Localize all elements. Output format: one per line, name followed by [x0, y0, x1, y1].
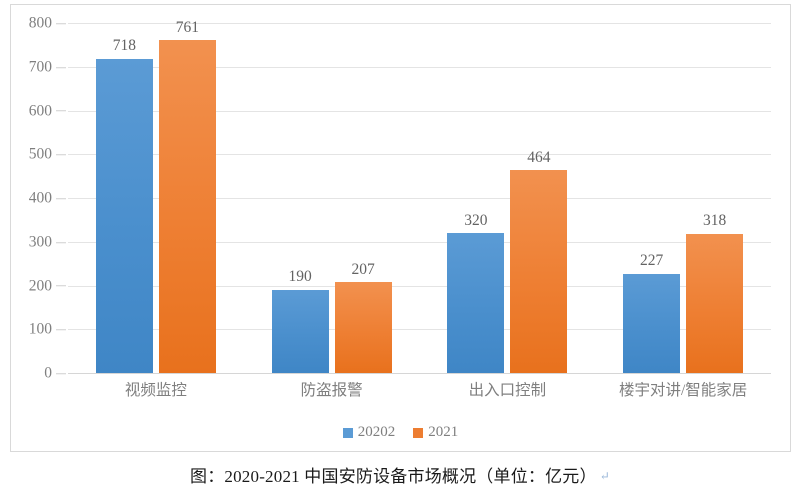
y-axis-tick-label: 0 [44, 365, 68, 381]
gridline [68, 241, 771, 243]
legend-item-0[interactable]: 20202 [342, 424, 396, 440]
figure-caption: 图：2020-2021 中国安防设备市场概况（单位：亿元） ↵ [0, 462, 800, 487]
chart-legend: 20202 2021 [11, 425, 790, 440]
legend-item-1[interactable]: 2021 [413, 425, 458, 440]
y-axis-tick-label: 100 [29, 321, 68, 338]
gridline [68, 198, 771, 199]
y-axis-tick-label: 700 [29, 59, 68, 75]
paragraph-mark-icon: ↵ [599, 469, 610, 483]
caption-text: 图：2020-2021 中国安防设备市场概况（单位：亿元） [190, 467, 597, 486]
bar-value-label: 761 [175, 18, 199, 36]
gridline [68, 23, 771, 24]
x-axis-category-label: 出入口控制 [468, 382, 547, 399]
gridline [68, 329, 771, 331]
y-axis-tick-label: 300 [29, 234, 68, 250]
y-axis-tick-label: 500 [29, 146, 68, 163]
bar-1-2[interactable]: 464 [510, 149, 568, 373]
plot-area: 800 700 600 500 400 300 200 100 0 718 761 视频监控 190 20… [29, 15, 771, 398]
bar-value-label: 464 [527, 148, 551, 166]
y-axis-tick-label: 200 [29, 278, 68, 294]
legend-swatch-icon [342, 427, 353, 438]
chart-container: 800 700 600 500 400 300 200 100 0 718 761 视频监控 190 20… [10, 4, 791, 452]
gridline [68, 373, 771, 374]
bar-value-label: 318 [703, 212, 727, 230]
x-axis-category-label: 防盗报警 [300, 382, 363, 399]
bar-0-2[interactable]: 320 [447, 212, 505, 373]
bar-1-0[interactable]: 761 [158, 20, 216, 373]
x-axis-category-label: 楼宇对讲/智能家居 [618, 382, 748, 399]
bar-1-3[interactable]: 318 [686, 213, 744, 373]
gridline [68, 66, 771, 68]
bar-value-label: 190 [288, 268, 312, 286]
bar-1-1[interactable]: 207 [334, 262, 392, 373]
bar-0-0[interactable]: 718 [95, 38, 153, 373]
bar-value-label: 718 [112, 37, 136, 55]
gridline [68, 110, 771, 112]
x-axis-category-label: 视频监控 [124, 382, 187, 399]
legend-swatch-icon [413, 427, 424, 438]
legend-label: 20202 [357, 424, 396, 440]
legend-label: 2021 [428, 424, 459, 440]
gridline [68, 285, 771, 287]
bar-value-label: 207 [351, 260, 375, 278]
bar-value-label: 320 [464, 211, 488, 229]
y-axis-tick-label: 600 [29, 103, 68, 119]
gridline [68, 154, 771, 156]
bar-value-label: 227 [640, 252, 664, 270]
bar-0-3[interactable]: 227 [623, 253, 681, 373]
bar-0-1[interactable]: 190 [271, 269, 329, 373]
y-axis-tick-label: 800 [29, 15, 68, 31]
y-axis-tick-label: 400 [29, 190, 68, 206]
